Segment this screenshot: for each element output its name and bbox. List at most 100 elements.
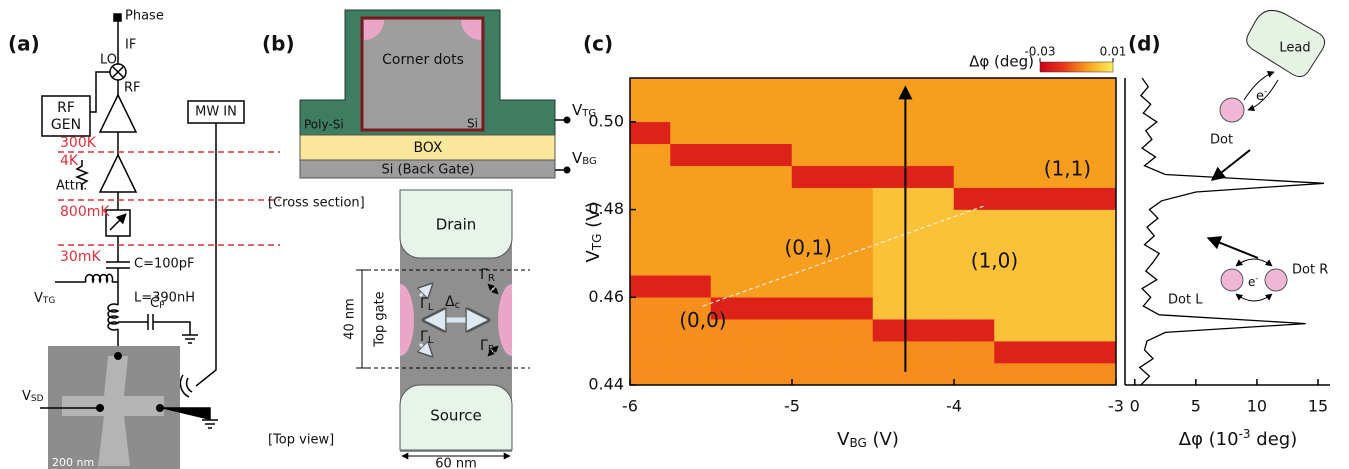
heatmap-cell xyxy=(913,99,955,123)
heatmap-cell xyxy=(710,340,752,364)
y-tick-label: 0.48 xyxy=(588,199,624,218)
heatmap-cell xyxy=(670,77,712,101)
heatmap-cell xyxy=(1075,253,1117,276)
label: 4K xyxy=(60,153,79,169)
label-sup: - xyxy=(1255,274,1258,283)
label-text: Γ xyxy=(420,296,428,312)
x-tick-label: -3 xyxy=(1108,397,1124,416)
label: Drain xyxy=(436,216,477,234)
heatmap-cell xyxy=(913,143,955,166)
label: (b) xyxy=(262,32,295,56)
heatmap-cell xyxy=(953,362,995,386)
heatmap-cell xyxy=(994,165,1036,188)
heatmap-cell xyxy=(994,143,1036,166)
y-tick-label: 0.44 xyxy=(588,375,624,394)
label-text: Γ xyxy=(420,329,428,345)
label-text: C xyxy=(150,296,159,311)
region-label: (1,1) xyxy=(1044,157,1091,181)
label-text: e xyxy=(1256,89,1264,104)
label-sub: BG xyxy=(582,156,596,167)
label: 30mK xyxy=(60,249,101,265)
heatmap-cell xyxy=(832,297,874,320)
heatmap-cell xyxy=(953,187,995,210)
heatmap-cell xyxy=(1034,99,1076,123)
label: Δc xyxy=(445,294,460,311)
label-text: e xyxy=(1248,275,1255,289)
heatmap-cell xyxy=(629,340,671,364)
heatmap-cell xyxy=(629,253,671,276)
label: Dot xyxy=(1210,133,1233,148)
heatmap-cell xyxy=(913,165,955,188)
temperature-stages xyxy=(58,151,280,246)
heatmap-cell xyxy=(872,121,914,145)
label: [Top view] xyxy=(268,433,334,448)
heatmap-cell xyxy=(994,187,1036,210)
heatmap-cell xyxy=(872,77,914,101)
label-sub: L xyxy=(428,302,434,313)
label: Dot R xyxy=(1292,263,1328,278)
heatmap-cell xyxy=(1034,121,1076,145)
colorbar-tick-label: 0.01 xyxy=(1100,45,1127,59)
heatmap-cell xyxy=(994,209,1036,232)
x-axis-label: VBG (V) xyxy=(837,429,899,450)
heatmap-cell xyxy=(791,187,833,210)
heatmap-cell xyxy=(751,77,793,101)
heatmap-cell xyxy=(791,362,833,386)
heatmap-cell xyxy=(832,253,874,276)
label-sub: R xyxy=(488,273,495,284)
heatmap-cell xyxy=(1075,362,1117,386)
heatmap-cell xyxy=(832,362,874,386)
heatmap-cell xyxy=(670,165,712,188)
heatmap-cell xyxy=(710,275,752,298)
label: Lead xyxy=(1279,41,1310,56)
label: Top gate xyxy=(373,291,388,347)
label: VTG xyxy=(34,291,55,307)
heatmap-cell xyxy=(710,121,752,145)
label: Poly-Si xyxy=(304,118,344,132)
heatmap-cell xyxy=(953,77,995,101)
heatmap-cell xyxy=(1075,231,1117,254)
heatmap-cell xyxy=(913,318,955,342)
y-tick-label: 0.46 xyxy=(588,287,624,306)
label: 800mK xyxy=(60,204,110,220)
heatmap-cell xyxy=(872,318,914,342)
label: VBG xyxy=(572,149,597,168)
label-text: Δ xyxy=(445,294,455,310)
y-axis-label-sub: TG xyxy=(590,234,604,252)
heatmap-cell xyxy=(670,275,712,298)
heatmap-cell xyxy=(1075,318,1117,342)
heatmap-cell xyxy=(629,297,671,320)
label-text: V xyxy=(572,101,583,119)
heatmap-cell xyxy=(832,318,874,342)
heatmap-cell xyxy=(670,99,712,123)
heatmap-cell xyxy=(1075,77,1117,101)
heatmap-cell xyxy=(832,340,874,364)
heatmap-cell xyxy=(872,275,914,298)
heatmap-cell xyxy=(751,143,793,166)
heatmap-cell xyxy=(629,275,671,298)
x-axis-label: Δφ (10-3 deg) xyxy=(1179,427,1297,450)
heatmap-cell xyxy=(953,275,995,298)
label: 60 nm xyxy=(435,457,477,469)
heatmap-cell xyxy=(710,187,752,210)
x-tick-label: 10 xyxy=(1247,397,1267,416)
label: Attn. xyxy=(56,179,87,194)
heatmap-cell xyxy=(751,297,793,320)
heatmap-cell xyxy=(710,253,752,276)
heatmap-cell xyxy=(913,121,955,145)
heatmap-cell xyxy=(710,231,752,254)
heatmap-cell xyxy=(629,187,671,210)
heatmap-cell xyxy=(629,99,671,123)
heatmap-cell xyxy=(629,318,671,342)
heatmap-cell xyxy=(832,99,874,123)
heatmap-cell xyxy=(953,165,995,188)
heatmap-cell xyxy=(994,362,1036,386)
heatmap-cell xyxy=(791,209,833,232)
x-axis-label-text: Δφ (10 xyxy=(1179,429,1239,450)
label-sub: P xyxy=(159,301,165,311)
label-sub: SD xyxy=(31,394,44,404)
x-axis-label-text: V xyxy=(837,429,850,450)
label: RF xyxy=(57,100,75,116)
label-sup: - xyxy=(1264,87,1267,97)
